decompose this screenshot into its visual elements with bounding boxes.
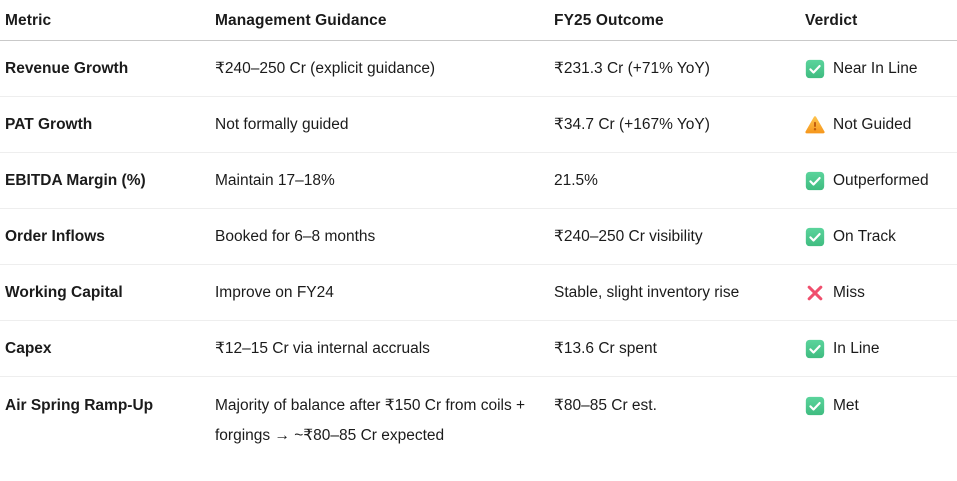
- table-row: PAT Growth Not formally guided ₹34.7 Cr (+…: [0, 97, 957, 153]
- guidance-cell: Improve on FY24: [215, 284, 334, 301]
- verdict-label: Outperformed: [833, 172, 929, 189]
- metric-cell: PAT Growth: [5, 116, 93, 133]
- table-body: Revenue Growth ₹240–250 Cr (explicit guid…: [0, 41, 957, 481]
- verdict-label: Miss: [833, 284, 865, 301]
- verdict-label: Met: [833, 397, 859, 414]
- check-icon: [805, 171, 825, 191]
- metric-cell: Capex: [5, 340, 52, 357]
- guidance-cell: ₹12–15 Cr via internal accruals: [215, 340, 430, 357]
- outcome-cell: ₹13.6 Cr spent: [554, 340, 657, 357]
- table-row: Air Spring Ramp-Up Majority of balance af…: [0, 377, 957, 481]
- cross-icon: [805, 283, 825, 303]
- guidance-cell: Not formally guided: [215, 116, 349, 133]
- outcome-cell: ₹80–85 Cr est.: [554, 397, 657, 414]
- guidance-cell: Booked for 6–8 months: [215, 228, 376, 245]
- verdict-label: Near In Line: [833, 60, 918, 77]
- verdict-cell: Not Guided: [805, 114, 957, 135]
- verdict-label: In Line: [833, 340, 880, 357]
- outcome-cell: ₹240–250 Cr visibility: [554, 228, 703, 245]
- outcome-cell: 21.5%: [554, 172, 598, 189]
- table-row: Working Capital Improve on FY24 Stable, sl…: [0, 265, 957, 321]
- metric-cell: Revenue Growth: [5, 60, 129, 77]
- warning-icon: [805, 115, 825, 135]
- outcome-cell: Stable, slight inventory rise: [554, 284, 740, 301]
- outcome-cell: ₹34.7 Cr (+167% YoY): [554, 116, 710, 133]
- column-header-guidance: Management Guidance: [215, 11, 387, 29]
- verdict-cell: Outperformed: [805, 170, 957, 191]
- outcome-cell: ₹231.3 Cr (+71% YoY): [554, 60, 710, 77]
- table-header-row: Metric Management Guidance FY25 Outcome …: [0, 0, 957, 41]
- metric-cell: Working Capital: [5, 284, 123, 301]
- guidance-cell: ₹240–250 Cr (explicit guidance): [215, 60, 436, 77]
- verdict-label: Not Guided: [833, 116, 912, 133]
- table-row: Capex ₹12–15 Cr via internal accruals ₹13.…: [0, 321, 957, 377]
- table-row: Order Inflows Booked for 6–8 months ₹240–2…: [0, 209, 957, 265]
- verdict-label: On Track: [833, 228, 896, 245]
- verdict-cell: Near In Line: [805, 58, 957, 79]
- guidance-cell: Maintain 17–18%: [215, 172, 335, 189]
- metric-cell: Order Inflows: [5, 228, 105, 245]
- verdict-cell: Met: [805, 391, 957, 421]
- table-row: EBITDA Margin (%) Maintain 17–18% 21.5% Ou…: [0, 153, 957, 209]
- check-icon: [805, 227, 825, 247]
- column-header-outcome: FY25 Outcome: [554, 11, 664, 29]
- verdict-cell: On Track: [805, 226, 957, 247]
- column-header-verdict: Verdict: [805, 11, 858, 29]
- metric-cell: Air Spring Ramp-Up: [5, 397, 154, 414]
- check-icon: [805, 59, 825, 79]
- column-header-metric: Metric: [5, 11, 52, 29]
- check-icon: [805, 396, 825, 416]
- check-icon: [805, 339, 825, 359]
- metric-cell: EBITDA Margin (%): [5, 172, 146, 189]
- guidance-cell: Majority of balance after ₹150 Cr from c…: [215, 397, 526, 444]
- verdict-cell: In Line: [805, 338, 957, 359]
- verdict-cell: Miss: [805, 282, 957, 303]
- table-row: Revenue Growth ₹240–250 Cr (explicit guid…: [0, 41, 957, 97]
